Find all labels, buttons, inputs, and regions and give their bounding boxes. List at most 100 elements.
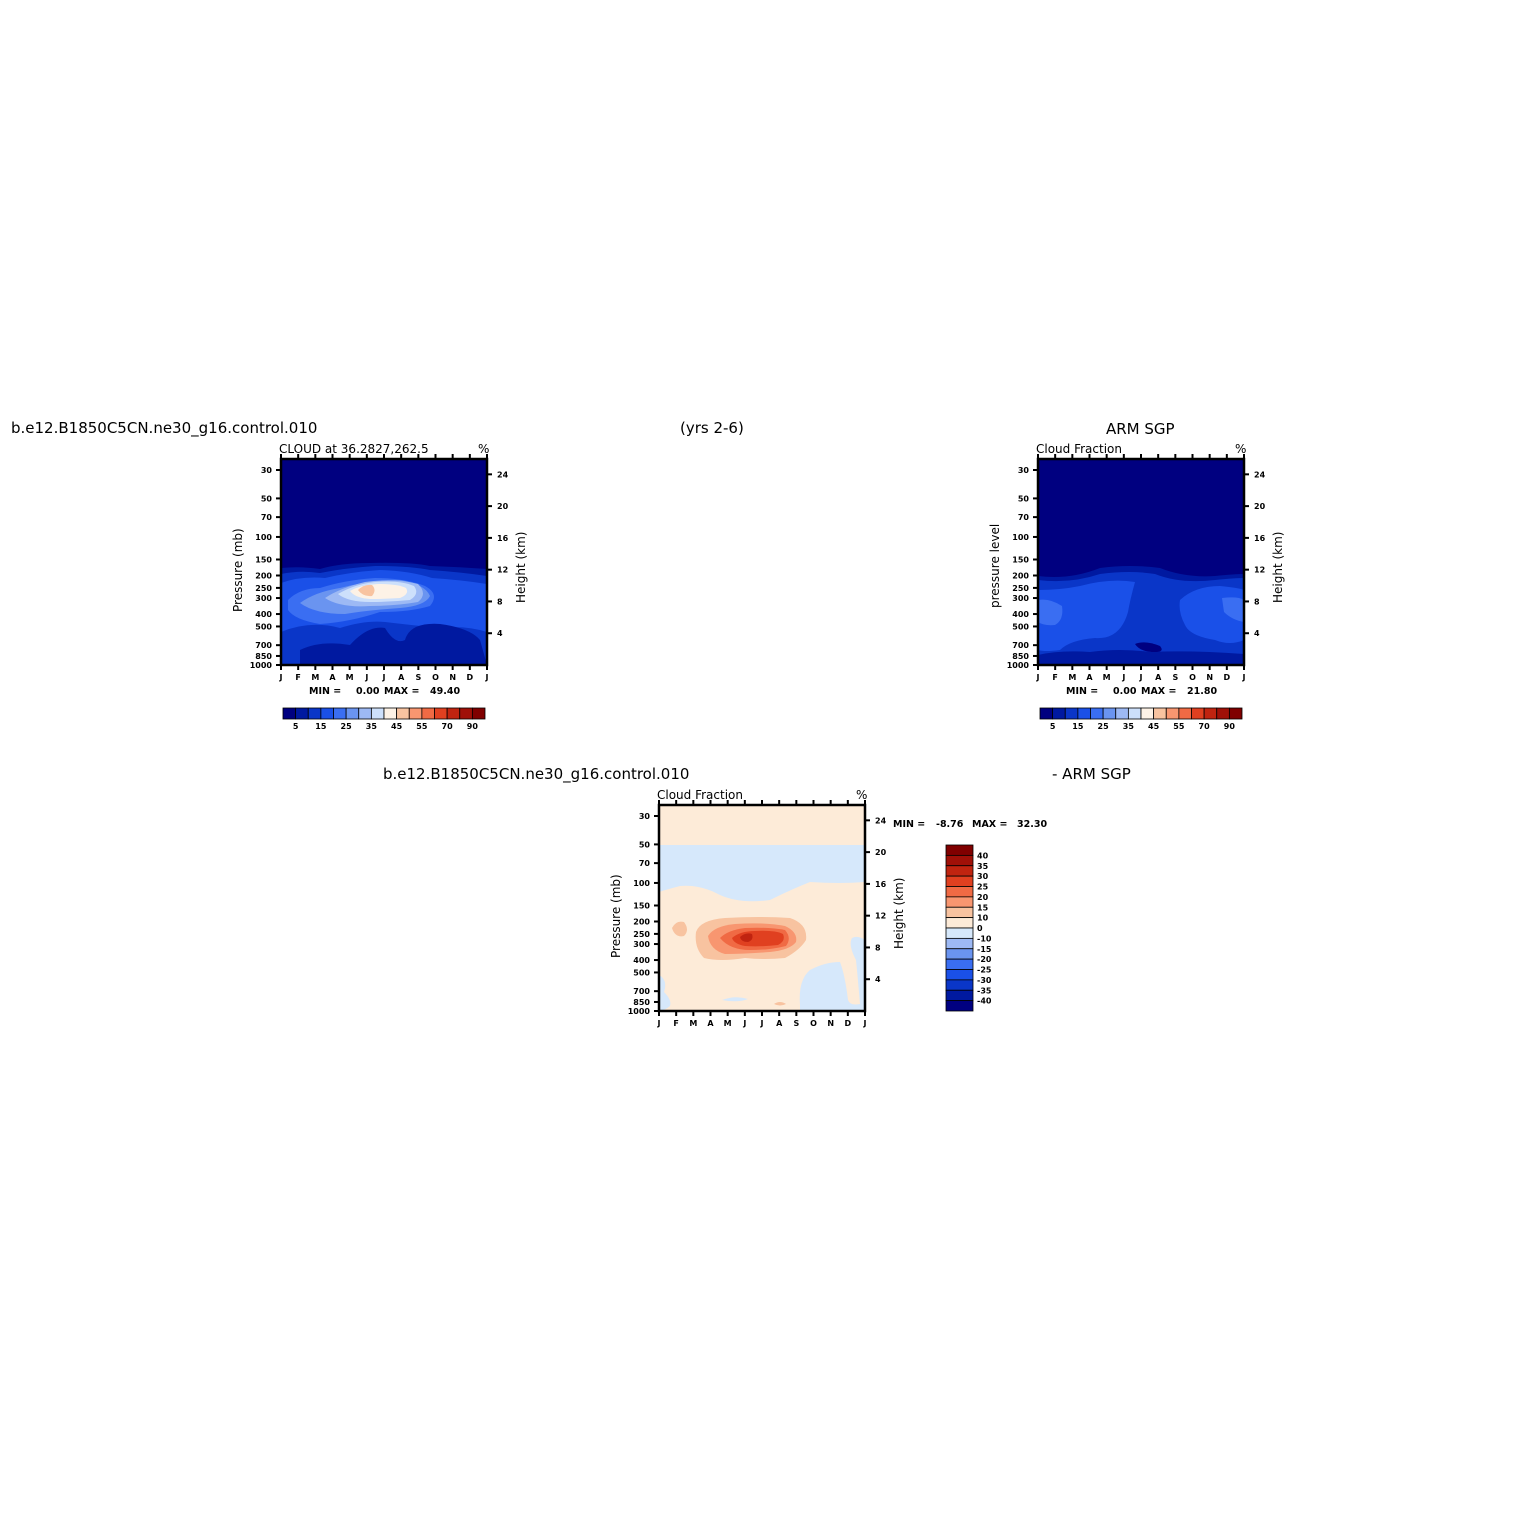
diff-ytick-label: 250 [633, 930, 650, 939]
diff-xtick-label: A [707, 1019, 714, 1028]
model-xtick-label: F [295, 673, 300, 682]
model-xtick-label: S [415, 673, 421, 682]
model-colorbar-swatch [396, 707, 410, 720]
diff-xtick-label: M [689, 1019, 697, 1028]
obs-colorbar-swatch [1115, 707, 1129, 720]
obs-contour-15 [1038, 580, 1135, 651]
diff-colorbar-swatch [945, 917, 974, 929]
obs-colorbar-swatch [1077, 707, 1091, 720]
model-xtick-label: O [432, 673, 439, 682]
model-ytick-right-label: 24 [497, 470, 509, 479]
obs-colorbar-swatch [1165, 707, 1180, 720]
diff-xtick-label: J [657, 1019, 661, 1028]
obs-ytick-right-label: 20 [1254, 502, 1266, 511]
model-ytick-label: 700 [255, 641, 272, 650]
obs-colorbar-label: 45 [1148, 722, 1160, 731]
diff-contour-neg-upper [659, 845, 865, 902]
obs-colorbar-swatch [1228, 707, 1243, 720]
diff-colorbar-swatch [945, 989, 974, 1002]
model-contour-low-darker [300, 623, 487, 665]
diff-colorbar-label: -30 [977, 976, 992, 985]
model-colorbar-swatch [295, 707, 309, 720]
diff-ytick-label: 500 [633, 968, 650, 977]
diff-xtick-label: F [673, 1019, 678, 1028]
obs-colorbar-swatch [1203, 707, 1218, 720]
obs-xtick-label: O [1189, 673, 1196, 682]
obs-colorbar-label: 5 [1050, 722, 1056, 731]
obs-colorbar-swatch [1039, 707, 1054, 720]
obs-xtick-label: M [1068, 673, 1076, 682]
model-colorbar-swatch [434, 707, 448, 720]
obs-xtick-label: A [1086, 673, 1093, 682]
diff-colorbar-swatch [945, 886, 974, 898]
diff-ylabel: Pressure (mb) [609, 874, 623, 958]
obs-ytick-label: 300 [1012, 594, 1029, 603]
diff-contour-neg-left [659, 975, 671, 1011]
model-max-value: 49.40 [430, 686, 460, 697]
model-xtick-label: M [311, 673, 319, 682]
model-ytick-label: 300 [255, 594, 272, 603]
diff-colorbar-swatch [945, 979, 974, 991]
case-title: b.e12.B1850C5CN.ne30_g16.control.010 [11, 419, 317, 438]
diff-ytick-right-label: 12 [875, 912, 886, 921]
obs-colorbar-swatch [1090, 707, 1104, 720]
obs-xtick-label: J [1242, 673, 1246, 682]
diff-colorbar-label: 15 [977, 903, 989, 912]
diff-colorbar-swatch [945, 927, 974, 939]
diff-contour-30 [740, 933, 753, 942]
diff-colorbar-label: 35 [977, 862, 989, 871]
diff-ylabel-right: Height (km) [892, 878, 906, 949]
model-xtick-label: J [485, 673, 489, 682]
diff-minus-label: - ARM SGP [1052, 765, 1131, 783]
model-colorbar-swatch [408, 707, 423, 720]
obs-colorbar-swatch [1127, 707, 1142, 720]
diff-ytick-label: 400 [633, 956, 650, 965]
diff-contour-low-spot [774, 1002, 786, 1006]
diff-colorbar-label: -20 [977, 955, 992, 964]
obs-max-value: 21.80 [1187, 686, 1217, 697]
model-colorbar-swatch [459, 707, 473, 720]
model-xtick-label: N [449, 673, 456, 682]
diff-ytick-label: 70 [639, 859, 651, 868]
diff-ytick-label: 30 [639, 812, 651, 821]
model-max-label: MAX = [384, 686, 419, 697]
obs-ytick-right-label: 16 [1254, 534, 1266, 543]
model-ytick-label: 30 [261, 466, 273, 475]
diff-ytick-right-label: 20 [875, 848, 887, 857]
diff-xtick-label: S [793, 1019, 799, 1028]
model-xtick-label: A [329, 673, 336, 682]
obs-colorbar-swatch [1064, 707, 1079, 720]
diff-case-title: b.e12.B1850C5CN.ne30_g16.control.010 [383, 765, 689, 784]
obs-contour-low-band [1038, 650, 1244, 665]
diff-ytick-label: 700 [633, 987, 650, 996]
model-colorbar: 5 15 25 35 45 55 70 90 [282, 707, 486, 731]
model-colorbar-swatch [421, 707, 435, 720]
obs-colorbar-label: 90 [1224, 722, 1236, 731]
obs-contour-20 [1038, 599, 1063, 626]
diff-ytick-label: 200 [633, 917, 650, 926]
model-colorbar-label: 25 [341, 722, 353, 731]
obs-xtick-label: N [1206, 673, 1213, 682]
model-ytick-label: 400 [255, 610, 272, 619]
model-panel-title: CLOUD at 36.2827,262.5 [279, 442, 429, 456]
obs-colorbar-swatch [1052, 707, 1066, 720]
model-ytick-label: 50 [261, 494, 273, 503]
diff-contour-neg-right [799, 936, 865, 1011]
obs-colorbar-swatch [1102, 707, 1117, 720]
model-colorbar-swatch [320, 707, 334, 720]
model-ytick-right-label: 12 [497, 566, 508, 575]
diff-contour-neg-spot [722, 997, 748, 1002]
model-ytick-right-label: 8 [497, 597, 503, 606]
obs-colorbar-label: 35 [1123, 722, 1135, 731]
diff-colorbar-swatch [945, 844, 974, 856]
model-colorbar-label: 70 [442, 722, 454, 731]
model-ytick-label: 850 [255, 652, 272, 661]
obs-colorbar: 5 15 25 35 45 55 70 90 [1039, 707, 1243, 731]
obs-min-value: 0.00 [1113, 686, 1137, 697]
model-colorbar-label: 35 [366, 722, 378, 731]
model-colorbar-swatch [358, 707, 372, 720]
diff-ytick-label: 1000 [628, 1007, 651, 1016]
